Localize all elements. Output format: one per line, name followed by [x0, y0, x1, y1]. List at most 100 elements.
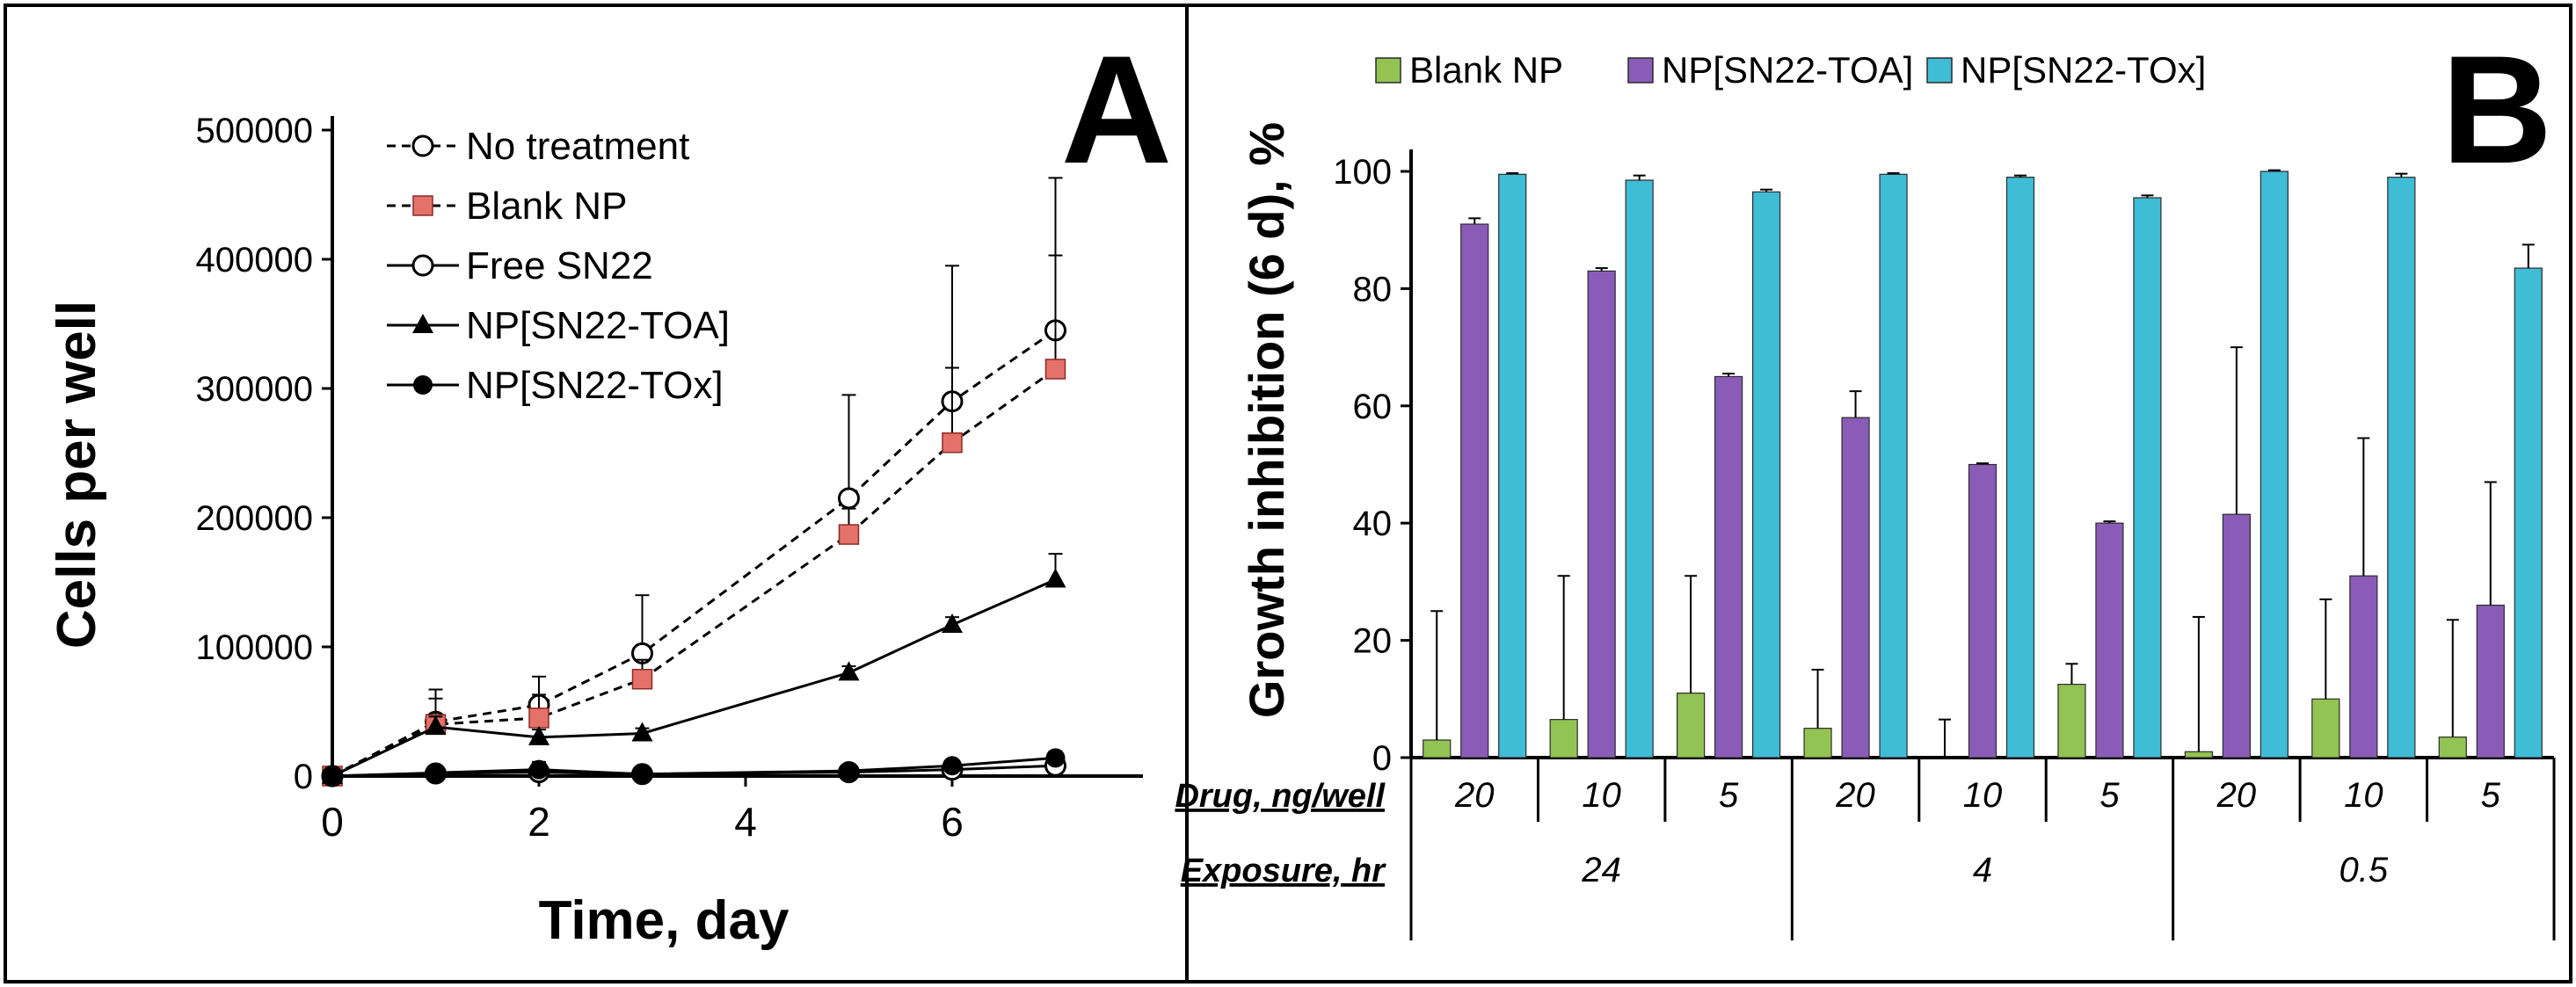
panel-b-y-tick-label: 80: [1353, 270, 1393, 308]
panel-b-drug-dose-label: 5: [2099, 776, 2120, 815]
panel-b-bar-series-0: [2311, 698, 2340, 758]
panel-a-marker-series-0: [411, 134, 434, 157]
panel-b-bar-series-0: [1677, 693, 1706, 758]
panel-a-marker-series-4: [426, 763, 446, 783]
panel-a-y-tick-label: 400000: [196, 241, 313, 279]
panel-b-bar-series-1: [1714, 375, 1743, 758]
panel-b-row-header-exposure: Exposure, hr: [1181, 853, 1386, 889]
panel-a-legend-label: NP[SN22-TOA]: [466, 304, 730, 347]
panel-b-bar-series-2: [2514, 267, 2543, 758]
panel-a-ylabel: Cells per well: [47, 301, 107, 649]
panel-a-marker-series-1: [412, 195, 433, 216]
panel-b-drug-dose-label: 20: [1454, 776, 1495, 815]
panel-b-legend-swatch: [1926, 57, 1953, 83]
panel-a-marker-series-3: [412, 314, 433, 333]
panel-a-marker-series-1: [942, 432, 963, 454]
panel-b-exposure-label: 24: [1581, 851, 1621, 889]
panel-b-bar-series-2: [1879, 173, 1908, 758]
panel-a-legend-item: Free SN22: [387, 244, 653, 287]
panel-a-marker-series-4: [413, 375, 433, 395]
panel-a-y-tick-label: 300000: [196, 370, 313, 409]
panel-a-marker-series-4: [529, 759, 549, 780]
panel-a-legend-label: No treatment: [466, 125, 689, 168]
panel-b-exposure-label: 4: [1973, 851, 1992, 889]
panel-b-bar-series-1: [2349, 575, 2378, 758]
panel-b-legend-item: NP[SN22-TOx]: [1926, 49, 2206, 91]
panel-b-drug-dose-label: 20: [1835, 776, 1875, 815]
panel-b-legend-label: NP[SN22-TOA]: [1662, 49, 1913, 91]
panel-b-bar-series-2: [2387, 177, 2416, 758]
panel-a-legend-item: NP[SN22-TOx]: [387, 364, 724, 407]
panel-b-drug-dose-label: 10: [1963, 776, 2003, 815]
panel-a-marker-series-2: [411, 254, 434, 277]
figure-frame: [4, 4, 2572, 983]
panel-a-marker-series-3: [942, 613, 963, 634]
panel-a-x-tick-label: 4: [734, 799, 757, 845]
panel-b-letter: B: [2441, 25, 2552, 196]
panel-a-series-3: [322, 553, 1066, 784]
panel-b-legend-label: Blank NP: [1409, 49, 1563, 91]
panel-b-drug-dose-label: 5: [1719, 776, 1739, 815]
panel-a-legend-item: NP[SN22-TOA]: [387, 304, 730, 347]
panel-a-legend-label: NP[SN22-TOx]: [466, 364, 724, 407]
panel-b-bar-series-1: [2095, 522, 2124, 758]
panel-a-marker-series-4: [632, 764, 652, 784]
panel-a-marker-series-4: [839, 761, 859, 781]
panel-b-row-header-drug: Drug, ng/well: [1175, 778, 1386, 815]
panel-a-legend-item: Blank NP: [387, 185, 627, 228]
panel-a-x-tick-label: 0: [321, 799, 344, 845]
panel-b-y-tick-label: 60: [1353, 388, 1393, 426]
panel-a-legend-item: No treatment: [387, 125, 689, 168]
panel-a-marker-series-0: [838, 487, 860, 510]
panel-a-marker-series-1: [1044, 359, 1066, 380]
panel-b-legend-item: NP[SN22-TOA]: [1627, 49, 1913, 91]
panel-b-bar-chart: Growth inhibition (6 d), % B 0 20 40 60 80 10…: [1175, 25, 2556, 940]
panel-a-marker-series-4: [323, 766, 342, 786]
panel-b-bar-series-2: [1498, 173, 1527, 758]
panel-b-drug-dose-label: 20: [2216, 776, 2257, 815]
panel-b-y-tick-label: 20: [1353, 622, 1393, 661]
panel-a-legend-label: Free SN22: [466, 244, 653, 287]
panel-b-bar-series-0: [2184, 751, 2213, 758]
panel-b-bar-series-1: [2222, 513, 2251, 758]
panel-a-y-tick-label: 500000: [196, 112, 313, 150]
panel-a-legend-label: Blank NP: [466, 185, 627, 228]
panel-b-drug-dose-label: 5: [2481, 776, 2501, 815]
panel-a-y-tick-label: 100000: [196, 628, 313, 667]
panel-b-bar-series-2: [2259, 171, 2289, 758]
panel-b-bar-series-2: [1625, 179, 1654, 758]
panel-b-legend-swatch: [1375, 57, 1401, 83]
panel-b-bar-series-1: [1460, 223, 1489, 758]
panel-a-marker-series-3: [631, 722, 653, 742]
panel-b-bar-series-1: [1841, 417, 1870, 758]
panel-b-bar-series-2: [2005, 177, 2035, 758]
panel-a-marker-series-3: [838, 661, 860, 681]
panel-b-bar-series-2: [1752, 191, 1781, 758]
panel-a-marker-series-3: [528, 725, 549, 745]
panel-a-marker-series-1: [528, 708, 549, 729]
panel-b-y-tick-label: 100: [1333, 153, 1392, 192]
panel-b-bar-series-1: [1968, 463, 1997, 758]
panel-a-x-tick-label: 6: [941, 799, 964, 845]
panel-a-series-line: [331, 578, 1057, 778]
panel-a-line-chart: Cells per well Time, day A 0 100000 200000…: [47, 25, 1172, 951]
panel-b-bar-series-0: [2057, 684, 2086, 758]
panel-b-y-tick-label: 40: [1353, 504, 1393, 543]
panel-a-y-tick-label: 0: [294, 758, 313, 796]
panel-a-marker-series-1: [838, 524, 860, 545]
panel-a-series-0: [321, 177, 1066, 787]
panel-a-marker-series-4: [942, 756, 962, 776]
panel-b-bar-series-2: [2133, 197, 2162, 758]
panel-a-marker-series-3: [1044, 568, 1066, 588]
panel-a-marker-series-3: [425, 715, 447, 736]
panel-b-ylabel: Growth inhibition (6 d), %: [1239, 122, 1294, 718]
panel-a-x-tick-label: 2: [528, 799, 550, 845]
panel-a-xlabel: Time, day: [539, 890, 790, 951]
panel-a-marker-series-1: [631, 669, 653, 690]
panel-b-bar-series-0: [2438, 737, 2467, 758]
panel-b-bar-series-0: [1423, 739, 1452, 758]
panel-a-series-4: [323, 748, 1066, 786]
panel-b-legend-label: NP[SN22-TOx]: [1961, 49, 2206, 91]
panel-a-marker-series-4: [1045, 748, 1066, 768]
